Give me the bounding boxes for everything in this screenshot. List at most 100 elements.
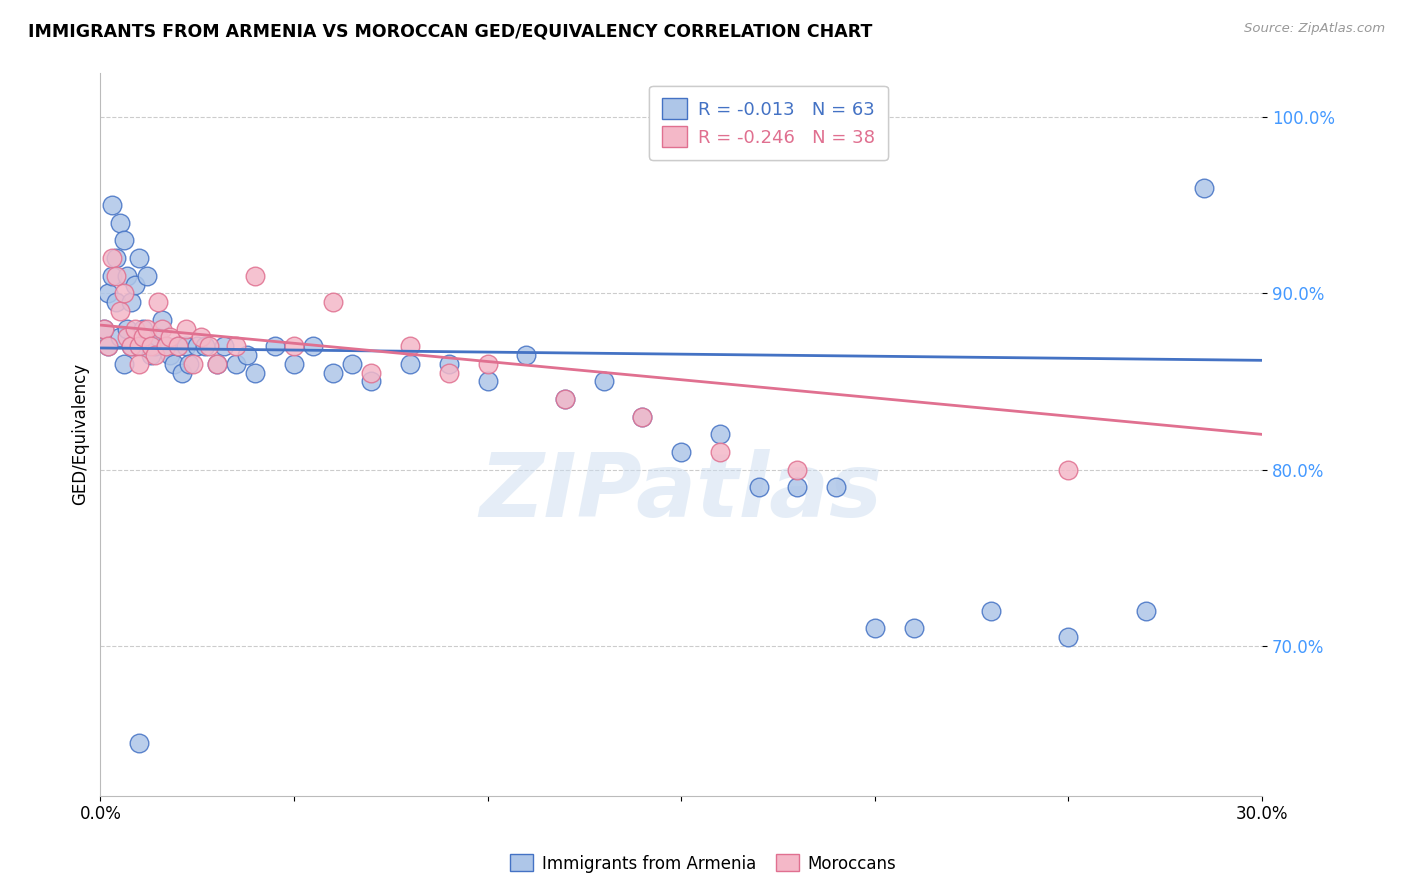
Point xyxy=(159,348,181,362)
Point xyxy=(93,321,115,335)
Point xyxy=(135,321,157,335)
Point xyxy=(302,339,325,353)
Point xyxy=(1135,604,1157,618)
Point xyxy=(515,348,537,362)
Point xyxy=(143,348,166,362)
Point xyxy=(93,321,115,335)
Point xyxy=(104,251,127,265)
Point xyxy=(245,268,267,283)
Legend: R = -0.013   N = 63, R = -0.246   N = 38: R = -0.013 N = 63, R = -0.246 N = 38 xyxy=(650,86,887,160)
Point xyxy=(1057,630,1080,644)
Point xyxy=(592,375,614,389)
Point xyxy=(117,321,139,335)
Point xyxy=(120,339,142,353)
Point xyxy=(124,277,146,292)
Point xyxy=(825,480,848,494)
Point xyxy=(132,321,155,335)
Point xyxy=(709,445,731,459)
Point xyxy=(112,357,135,371)
Point xyxy=(148,330,170,344)
Point xyxy=(225,339,247,353)
Point xyxy=(128,251,150,265)
Text: Source: ZipAtlas.com: Source: ZipAtlas.com xyxy=(1244,22,1385,36)
Point xyxy=(155,339,177,353)
Point xyxy=(163,357,186,371)
Point xyxy=(863,621,886,635)
Point xyxy=(179,357,201,371)
Point xyxy=(786,462,808,476)
Point xyxy=(236,348,259,362)
Point xyxy=(139,348,162,362)
Point xyxy=(112,286,135,301)
Point xyxy=(263,339,285,353)
Point xyxy=(150,321,173,335)
Point xyxy=(117,268,139,283)
Point xyxy=(205,357,228,371)
Y-axis label: GED/Equivalency: GED/Equivalency xyxy=(72,363,89,506)
Point xyxy=(322,295,344,310)
Point xyxy=(340,357,363,371)
Point xyxy=(748,480,770,494)
Point xyxy=(120,339,142,353)
Point xyxy=(190,330,212,344)
Point xyxy=(124,321,146,335)
Point xyxy=(97,286,120,301)
Point xyxy=(132,330,155,344)
Point xyxy=(150,313,173,327)
Point xyxy=(120,295,142,310)
Point xyxy=(101,268,124,283)
Point xyxy=(148,295,170,310)
Point xyxy=(205,357,228,371)
Point xyxy=(360,375,382,389)
Point xyxy=(101,198,124,212)
Point xyxy=(477,375,499,389)
Point xyxy=(112,234,135,248)
Point xyxy=(181,357,204,371)
Point xyxy=(477,357,499,371)
Point xyxy=(108,216,131,230)
Text: ZIPatlas: ZIPatlas xyxy=(479,449,883,536)
Point xyxy=(170,366,193,380)
Point xyxy=(283,357,305,371)
Point xyxy=(128,339,150,353)
Point xyxy=(1192,180,1215,194)
Legend: Immigrants from Armenia, Moroccans: Immigrants from Armenia, Moroccans xyxy=(503,847,903,880)
Point xyxy=(322,366,344,380)
Point xyxy=(631,409,654,424)
Point xyxy=(159,330,181,344)
Point xyxy=(283,339,305,353)
Point xyxy=(104,295,127,310)
Point xyxy=(155,339,177,353)
Point xyxy=(786,480,808,494)
Point xyxy=(166,339,188,353)
Point xyxy=(437,357,460,371)
Point xyxy=(360,366,382,380)
Point xyxy=(143,339,166,353)
Text: IMMIGRANTS FROM ARMENIA VS MOROCCAN GED/EQUIVALENCY CORRELATION CHART: IMMIGRANTS FROM ARMENIA VS MOROCCAN GED/… xyxy=(28,22,873,40)
Point xyxy=(399,357,422,371)
Point xyxy=(117,330,139,344)
Point xyxy=(214,339,236,353)
Point xyxy=(225,357,247,371)
Point xyxy=(903,621,925,635)
Point xyxy=(108,330,131,344)
Point xyxy=(980,604,1002,618)
Point xyxy=(399,339,422,353)
Point xyxy=(174,339,197,353)
Point xyxy=(554,392,576,406)
Point xyxy=(245,366,267,380)
Point xyxy=(631,409,654,424)
Point xyxy=(437,366,460,380)
Point xyxy=(166,339,188,353)
Point xyxy=(135,268,157,283)
Point xyxy=(186,339,208,353)
Point xyxy=(97,339,120,353)
Point xyxy=(174,321,197,335)
Point xyxy=(669,445,692,459)
Point xyxy=(128,339,150,353)
Point xyxy=(194,339,217,353)
Point xyxy=(139,339,162,353)
Point xyxy=(128,357,150,371)
Point xyxy=(108,304,131,318)
Point xyxy=(97,339,120,353)
